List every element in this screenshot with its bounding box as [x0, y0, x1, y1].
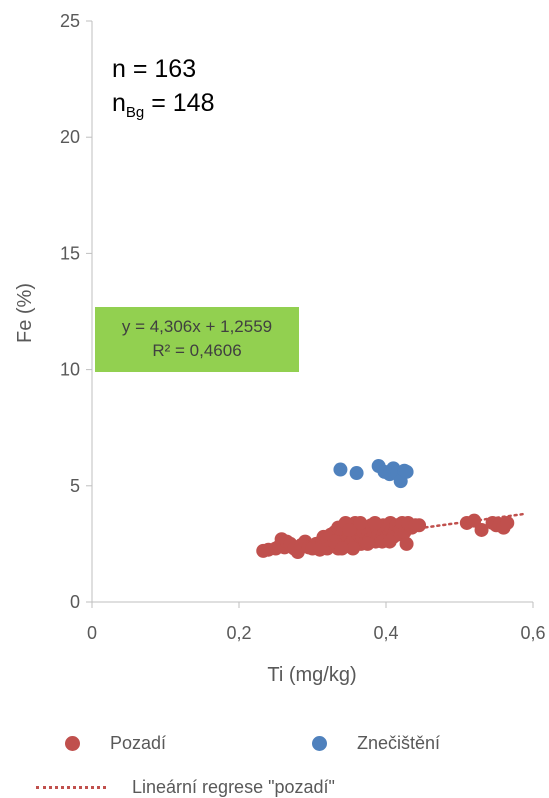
regression-equation-box: y = 4,306x + 1,2559 R² = 0,4606 — [95, 307, 299, 372]
y-tick-label: 25 — [60, 11, 80, 31]
y-tick-label: 5 — [70, 476, 80, 496]
x-axis: 0 0,2 0,4 0,6 — [87, 601, 546, 643]
y-tick-label: 15 — [60, 243, 80, 263]
regression-equation: y = 4,306x + 1,2559 — [121, 317, 273, 336]
data-points — [256, 459, 515, 560]
y-tick-label: 10 — [60, 360, 80, 380]
background-count-n: n — [112, 89, 126, 117]
data-point-pozadi — [334, 541, 349, 556]
x-tick-label: 0 — [87, 623, 97, 643]
x-tick-label: 0,4 — [373, 623, 398, 643]
legend-item-pozadi: Pozadí — [65, 733, 166, 754]
y-axis: 0 5 10 15 20 25 — [60, 11, 93, 612]
data-point-pozadi — [345, 541, 360, 556]
legend-marker-trendline — [36, 786, 106, 789]
legend-marker-znecisteni — [312, 736, 327, 751]
legend-marker-pozadi — [65, 736, 80, 751]
x-tick-label: 0,2 — [226, 623, 251, 643]
r-squared: R² = 0,4606 — [152, 341, 242, 360]
x-tick-label: 0,6 — [520, 623, 545, 643]
data-point-znecisteni — [333, 462, 348, 477]
data-point-pozadi — [353, 515, 368, 530]
legend-label-trendline: Lineární regrese "pozadí" — [132, 777, 335, 797]
legend-label-znecisteni: Znečištění — [357, 733, 441, 753]
background-count-subscript: Bg — [125, 104, 145, 121]
background-count-value: = 148 — [144, 89, 215, 117]
data-point-pozadi — [500, 515, 515, 530]
trendline — [311, 512, 527, 545]
data-point-znecisteni — [349, 466, 364, 481]
data-point-pozadi — [382, 534, 397, 549]
data-point-pozadi — [399, 536, 414, 551]
background-count: nBg = 148 — [112, 89, 214, 121]
legend-label-pozadi: Pozadí — [110, 733, 167, 753]
sample-count: n = 163 — [112, 55, 197, 83]
legend-item-znecisteni: Znečištění — [312, 733, 440, 754]
y-tick-label: 0 — [70, 592, 80, 612]
legend-item-trendline: Lineární regrese "pozadí" — [36, 777, 335, 798]
data-point-pozadi — [360, 536, 375, 551]
x-axis-title: Ti (mg/kg) — [267, 664, 356, 686]
data-point-pozadi — [367, 515, 382, 530]
data-point-pozadi — [342, 522, 357, 537]
regression-line — [311, 512, 527, 545]
y-tick-label: 20 — [60, 127, 80, 147]
data-point-pozadi — [474, 522, 489, 537]
data-point-znecisteni — [399, 464, 414, 479]
y-axis-title: Fe (%) — [14, 283, 36, 343]
